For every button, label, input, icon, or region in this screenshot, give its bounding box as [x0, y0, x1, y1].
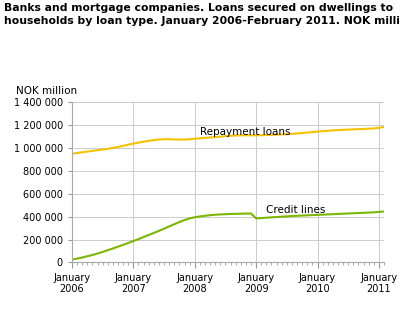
Text: Repayment loans: Repayment loans [200, 127, 290, 137]
Text: NOK million: NOK million [16, 86, 77, 96]
Text: Credit lines: Credit lines [266, 205, 326, 215]
Text: Banks and mortgage companies. Loans secured on dwellings to
households by loan t: Banks and mortgage companies. Loans secu… [4, 3, 400, 26]
